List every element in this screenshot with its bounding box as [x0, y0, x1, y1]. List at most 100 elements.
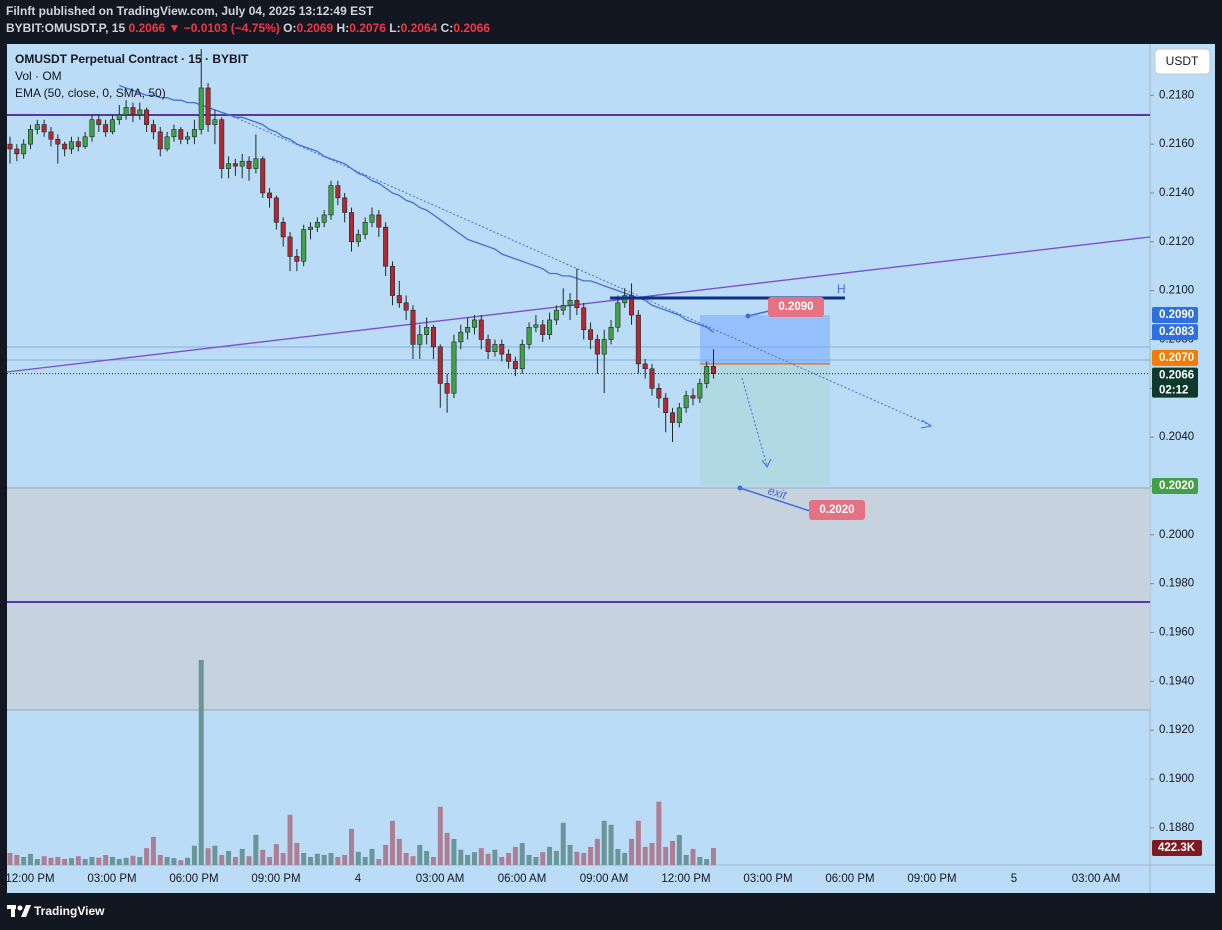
volume-bar [670, 840, 676, 865]
x-tick-label: 06:00 PM [825, 873, 874, 885]
candle-body [212, 119, 218, 125]
volume-bar [232, 856, 238, 865]
candle-body [485, 339, 491, 352]
candle-body [369, 214, 375, 223]
x-tick-label: 03:00 AM [416, 873, 465, 885]
volume-bar [594, 838, 600, 865]
price-tag [1152, 367, 1198, 398]
volume-bar [697, 856, 703, 865]
logo-shape [21, 905, 31, 917]
volume-bar [335, 856, 341, 865]
volume-bar [226, 850, 232, 865]
chart-pane [7, 44, 1150, 865]
currency-button[interactable] [1154, 48, 1211, 75]
candle-body [451, 341, 457, 394]
arrow-head [761, 458, 772, 468]
candle-body [417, 334, 423, 345]
candle-body [14, 148, 20, 155]
y-tick-label: 0.2180 [1159, 89, 1194, 101]
volume-bar [663, 846, 669, 865]
volume-bar [178, 860, 184, 865]
volume-bar [389, 820, 395, 865]
volume-bar [635, 820, 641, 865]
last-price: 0.2066 [128, 21, 165, 35]
countdown: 02:12 [1159, 385, 1188, 397]
volume-bar [260, 849, 266, 865]
price-tag-label: 0.2083 [1159, 326, 1194, 338]
volume-bar [48, 857, 54, 865]
volume-bar [7, 852, 13, 865]
price-tag-label: 0.2020 [1159, 480, 1194, 492]
ohlc-value: 0.2066 [453, 21, 490, 35]
volume-bar [437, 806, 443, 865]
candle-body [171, 129, 177, 138]
candle-body [526, 326, 532, 345]
candle-body [96, 119, 102, 125]
volume-bar [321, 854, 327, 865]
candle-body [547, 319, 553, 335]
candle-body [642, 363, 648, 370]
time-axis [7, 865, 1150, 893]
x-tick-label: 5 [1011, 873, 1017, 885]
candle-body [198, 87, 204, 130]
candle-body [629, 295, 635, 316]
symbol-line: BYBIT:OMUSDT.P, 15 0.2066 ▼ −0.0103 (−4.… [6, 21, 490, 35]
candle-body [553, 309, 559, 321]
ohlc-value: 0.2069 [297, 21, 334, 35]
candle-body [55, 138, 61, 145]
candle-body [704, 366, 710, 384]
volume-bar [21, 856, 27, 865]
target-box [768, 297, 824, 318]
volume-bar [342, 854, 348, 865]
volume-bar [205, 848, 211, 865]
volume-bar [301, 852, 307, 865]
logo [7, 905, 31, 917]
x-tick-label: 09:00 PM [907, 873, 956, 885]
x-tick-label: 06:00 PM [169, 873, 218, 885]
volume-bar [519, 842, 525, 865]
candle-body [34, 124, 40, 130]
candle-body [342, 197, 348, 213]
price-axis [1150, 44, 1215, 893]
candle-body [690, 395, 696, 399]
currency-button-label[interactable]: USDT [1166, 54, 1199, 68]
stop-box [809, 500, 865, 521]
y-tick-label: 0.2140 [1159, 187, 1194, 199]
y-tick-label: 0.2000 [1159, 529, 1194, 541]
volume-bar [649, 842, 655, 865]
candle-body [287, 236, 293, 257]
symbol: BYBIT:OMUSDT.P, 15 [6, 21, 125, 35]
arrow-head [920, 419, 933, 429]
ohlc-key: H: [337, 21, 350, 35]
volume-bar [294, 842, 300, 865]
candle-body [178, 129, 184, 140]
volume-bar [656, 801, 662, 865]
candle-body [321, 214, 327, 223]
position-tool [700, 315, 830, 487]
volume-bar [471, 852, 477, 865]
volume-bar [150, 836, 156, 865]
y-tick-label: 0.1920 [1159, 724, 1194, 736]
volume-bar [574, 851, 580, 865]
candle-body [676, 407, 682, 423]
volume-bar [417, 844, 423, 865]
candle-body [506, 353, 512, 362]
zone [7, 488, 1150, 710]
volume-bar [355, 851, 361, 865]
candle-body [533, 324, 539, 328]
volume-bar [485, 853, 491, 865]
candle-body [123, 107, 129, 116]
x-tick-label: 09:00 AM [580, 873, 629, 885]
candle-body [267, 192, 273, 199]
candle-body [301, 229, 307, 262]
ohlc-key: C: [441, 21, 454, 35]
candle-body [75, 141, 81, 147]
candle-body [519, 344, 525, 370]
volume-bar [410, 856, 416, 865]
ohlc-value: 0.2076 [349, 21, 386, 35]
volume-bar [198, 660, 204, 865]
legend-volume: Vol · OM [15, 69, 62, 83]
candle-body [62, 143, 68, 150]
candle-body [239, 160, 245, 167]
volume-bar [137, 856, 143, 865]
